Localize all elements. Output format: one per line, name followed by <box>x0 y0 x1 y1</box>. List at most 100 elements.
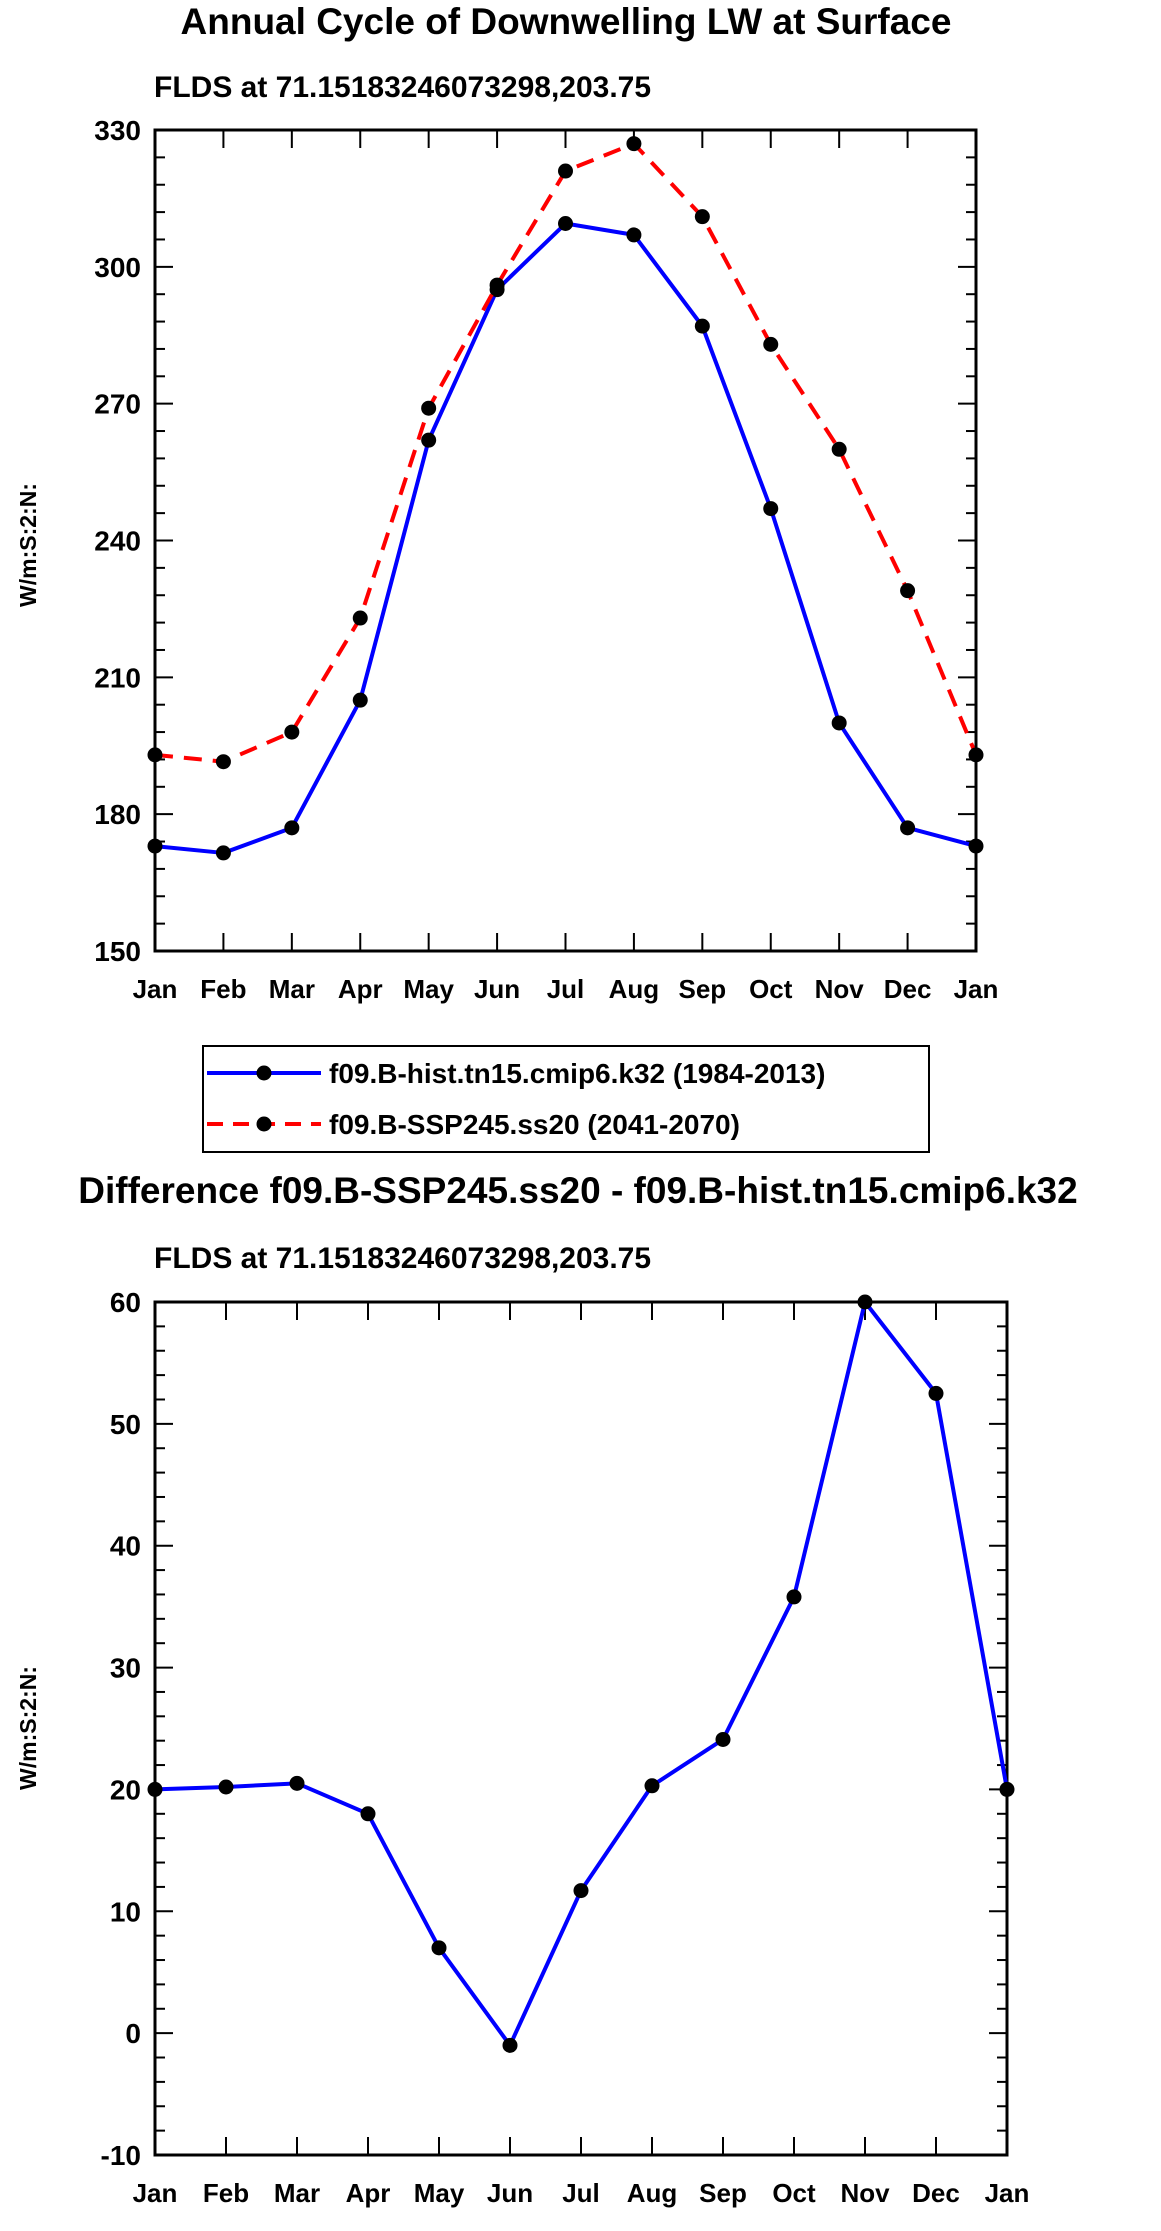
y-tick-label: 300 <box>94 252 141 283</box>
data-point <box>900 820 916 836</box>
x-tick-label: May <box>403 974 454 1004</box>
y-tick-label: -10 <box>101 2140 141 2171</box>
data-point <box>352 692 368 708</box>
x-tick-label: Mar <box>274 2178 320 2208</box>
y-tick-labels: -10 0 10 20 30 40 50 60 <box>101 1287 141 2171</box>
x-tick-label: Feb <box>203 2178 249 2208</box>
data-point <box>626 227 642 243</box>
x-tick-label: Nov <box>815 974 865 1004</box>
y-tick-label: 0 <box>125 2018 141 2049</box>
chart-title: Annual Cycle of Downwelling LW at Surfac… <box>181 1 952 42</box>
x-tick-label: Nov <box>840 2178 890 2208</box>
data-point <box>558 216 573 232</box>
series-0 <box>147 1294 1015 2053</box>
difference-panel: Difference f09.B-SSP245.ss20 - f09.B-his… <box>15 1170 1078 2208</box>
x-tick-label: Mar <box>269 974 315 1004</box>
y-tick-label: 270 <box>94 389 141 420</box>
x-tick-label: Jan <box>133 2178 178 2208</box>
data-point <box>968 747 984 763</box>
data-point <box>284 820 300 836</box>
x-tick-label: Apr <box>346 2178 391 2208</box>
y-tick-label: 30 <box>110 1653 141 1684</box>
x-tick-label: Oct <box>749 974 793 1004</box>
axes-frame <box>153 1300 1009 2157</box>
legend-marker-hist <box>256 1065 272 1081</box>
legend-label-ssp245: f09.B-SSP245.ss20 (2041-2070) <box>329 1109 740 1140</box>
data-point <box>289 1775 305 1791</box>
x-tick-label: Sep <box>678 974 726 1004</box>
series-1 <box>147 136 984 770</box>
data-point <box>284 724 300 740</box>
data-point <box>644 1778 660 1794</box>
data-point <box>694 318 710 334</box>
series-line <box>154 1300 1009 2048</box>
series-layer <box>147 136 984 861</box>
x-tick-label: Jul <box>562 2178 600 2208</box>
y-tick-label: 20 <box>110 1774 141 1805</box>
y-tick-label: 40 <box>110 1531 141 1562</box>
y-axis-label: W/m:S:2:N: <box>15 483 41 607</box>
data-point <box>147 747 163 763</box>
data-point <box>352 610 368 626</box>
series-layer <box>147 1294 1015 2053</box>
y-tick-label: 240 <box>94 526 141 557</box>
chart-title: Difference f09.B-SSP245.ss20 - f09.B-his… <box>78 1170 1077 1211</box>
legend-entry-ssp245: f09.B-SSP245.ss20 (2041-2070) <box>207 1109 740 1140</box>
data-point <box>831 441 847 457</box>
data-point <box>968 838 984 854</box>
data-point <box>218 1779 234 1795</box>
data-point <box>431 1940 447 1956</box>
plot-frame <box>153 1300 1009 2157</box>
x-tick-label: Dec <box>884 974 932 1004</box>
data-point <box>786 1589 802 1605</box>
data-point <box>626 136 642 152</box>
data-point <box>215 754 231 770</box>
data-point <box>502 2037 518 2053</box>
x-tick-label: Feb <box>200 974 246 1004</box>
x-tick-label: Jan <box>985 2178 1030 2208</box>
x-tick-label: Jan <box>133 974 178 1004</box>
chart-subtitle: FLDS at 71.15183246073298,203.75 <box>154 71 651 104</box>
y-tick-labels: 150 180 210 240 270 300 330 <box>94 115 141 967</box>
x-tick-label: Jun <box>487 2178 533 2208</box>
axes-frame <box>153 128 978 953</box>
data-point <box>763 501 779 517</box>
data-point <box>215 845 231 861</box>
chart-subtitle: FLDS at 71.15183246073298,203.75 <box>154 1242 651 1275</box>
y-tick-label: 210 <box>94 662 141 693</box>
y-tick-label: 10 <box>110 1896 141 1927</box>
y-tick-label: 150 <box>94 936 141 967</box>
x-tick-label: Apr <box>338 974 383 1004</box>
y-tick-label: 180 <box>94 799 141 830</box>
data-point <box>763 336 779 352</box>
data-point <box>999 1781 1015 1797</box>
data-point <box>928 1385 944 1401</box>
data-point <box>558 163 573 179</box>
legend-marker-ssp245 <box>256 1116 272 1132</box>
series-line <box>154 221 977 855</box>
y-tick-label: 60 <box>110 1287 141 1318</box>
y-axis-label: W/m:S:2:N: <box>15 1666 41 1790</box>
data-point <box>857 1294 873 1310</box>
legend-box <box>202 1045 930 1153</box>
x-tick-label: Oct <box>772 2178 816 2208</box>
x-tick-label: May <box>414 2178 465 2208</box>
data-point <box>694 209 710 225</box>
x-tick-label: Jun <box>474 974 520 1004</box>
y-tick-label: 50 <box>110 1409 141 1440</box>
x-tick-labels: Jan Feb Mar Apr May Jun Jul Aug Sep Oct Nov Dec Jan <box>133 2178 1030 2208</box>
series-line <box>154 141 978 764</box>
x-tick-label: Sep <box>699 2178 747 2208</box>
data-point <box>360 1806 376 1822</box>
data-point <box>831 715 847 731</box>
series-0 <box>147 216 984 861</box>
data-point <box>421 400 437 416</box>
legend-label-hist: f09.B-hist.tn15.cmip6.k32 (1984-2013) <box>329 1058 825 1089</box>
x-tick-label: Aug <box>627 2178 678 2208</box>
data-point <box>147 838 163 854</box>
data-point <box>489 277 505 293</box>
x-tick-labels: Jan Feb Mar Apr May Jun Jul Aug Sep Oct Nov Dec Jan <box>133 974 999 1004</box>
y-tick-label: 330 <box>94 115 141 146</box>
x-tick-label: Dec <box>912 2178 960 2208</box>
